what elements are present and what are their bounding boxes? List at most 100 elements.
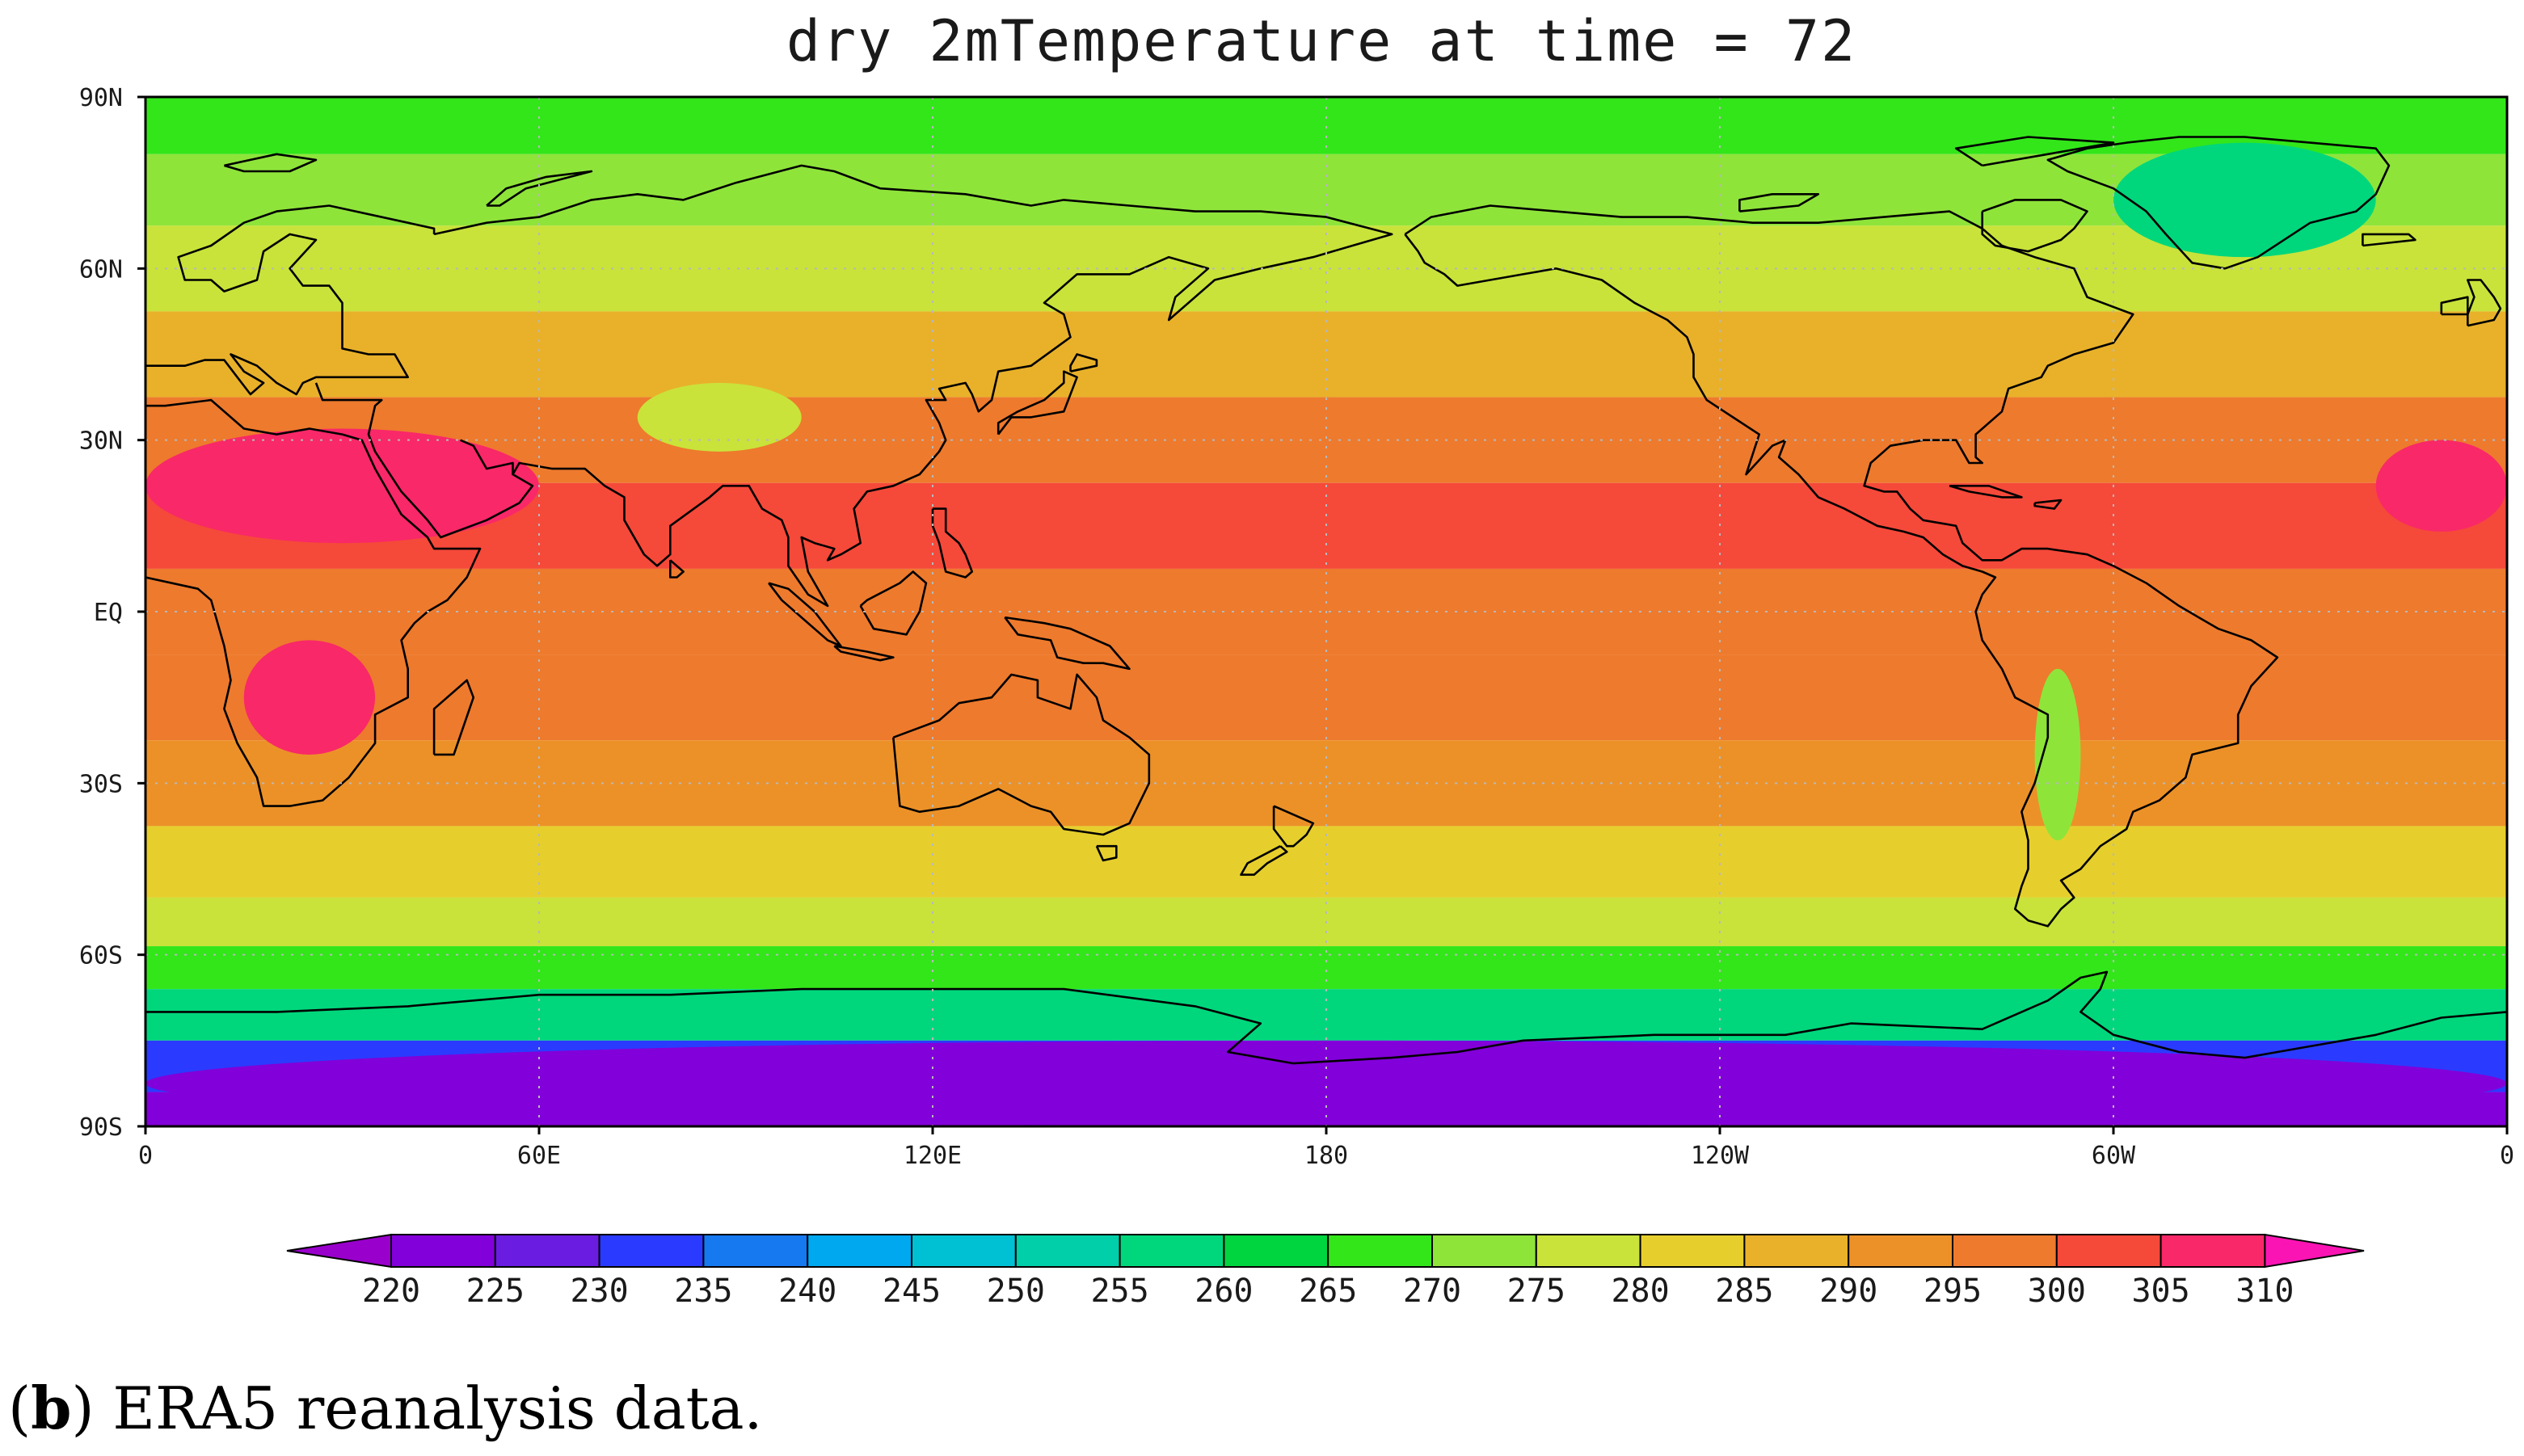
caption-text: ERA5 reanalysis data. (112, 1374, 763, 1442)
colorbar-label: 275 (1507, 1273, 1565, 1310)
colorbar-label: 290 (1819, 1273, 1877, 1310)
coastline (486, 170, 593, 207)
lon-tick-label: 0 (138, 1142, 153, 1170)
colorbar-label: 305 (2131, 1273, 2189, 1310)
colorbar-label: 235 (674, 1273, 732, 1310)
lat-tick-label: 60S (79, 942, 123, 970)
colorbar-label: 245 (883, 1273, 941, 1310)
temperature-band (145, 397, 2507, 483)
coastline (145, 398, 482, 807)
coastline (1004, 616, 1131, 671)
coastline (224, 153, 318, 173)
lat-tick-label: EQ (94, 599, 123, 627)
coastline (931, 507, 973, 579)
coastline (2440, 296, 2469, 316)
colorbar-label: 230 (570, 1273, 628, 1310)
colorbar-cell (702, 1234, 809, 1268)
coastline (1240, 845, 1288, 876)
lon-tick-label: 180 (1304, 1142, 1348, 1170)
colorbar-labels: 220 225 230 235 240 245 250 255 260 265 270 275 280 2… (362, 1273, 2294, 1310)
colorbar-cell (1119, 1234, 1225, 1268)
coastline (2046, 136, 2391, 270)
coastline (314, 164, 1393, 608)
coastline (432, 679, 475, 756)
lat-tick-label: 60N (79, 255, 123, 284)
colorbar-cell (807, 1234, 913, 1268)
colorbar-label: 255 (1090, 1273, 1148, 1310)
colorbar-min-arrow (286, 1233, 392, 1269)
colorbar-label: 300 (2028, 1273, 2086, 1310)
colorbar-label: 285 (1715, 1273, 1773, 1310)
temperature-region (145, 428, 539, 544)
temperature-band (145, 311, 2507, 398)
coastline (1095, 844, 1118, 862)
coastline (768, 582, 842, 647)
colorbar-cell (1639, 1234, 1746, 1268)
coastline (1949, 485, 2023, 499)
colorbar-cell (1535, 1234, 1641, 1268)
lon-tick-label: 0 (2500, 1142, 2514, 1170)
lat-tick-label: 30N (79, 427, 123, 456)
temperature-region (2034, 668, 2081, 841)
chart-title: dry 2mTemperature at time = 72 (786, 8, 1856, 74)
coastline (145, 970, 2507, 1065)
colorbar (286, 1233, 2365, 1269)
colorbar-label: 270 (1403, 1273, 1461, 1310)
colorbar-cell (494, 1234, 600, 1268)
colorbar-cell (1952, 1234, 2058, 1268)
coastline (2467, 279, 2502, 327)
coastline (1404, 204, 2279, 928)
coastline (2362, 233, 2417, 247)
gridlines (145, 97, 2507, 1126)
coastline (145, 204, 436, 396)
lat-tick-label: 90N (79, 84, 123, 112)
colorbar-label: 260 (1195, 1273, 1253, 1310)
colorbar-cell (1014, 1234, 1121, 1268)
lat-tick-label: 30S (79, 770, 123, 798)
lon-axis: 0 60E 120E 180 120W 60W 0 (138, 1126, 2514, 1170)
colorbar-label: 225 (466, 1273, 525, 1310)
colorbar-label: 310 (2235, 1273, 2294, 1310)
colorbar-cell (1743, 1234, 1850, 1268)
temperature-region (2375, 440, 2507, 532)
lat-tick-label: 90S (79, 1113, 123, 1142)
colorbar-label: 265 (1299, 1273, 1357, 1310)
colorbar-cell (1223, 1234, 1329, 1268)
colorbar-cell (911, 1234, 1017, 1268)
coastline (859, 570, 928, 636)
colorbar-cell (390, 1234, 496, 1268)
colorbar-label: 240 (778, 1273, 836, 1310)
lon-tick-label: 60W (2092, 1142, 2136, 1170)
temperature-region (145, 1040, 2507, 1126)
colorbar-cell (2055, 1234, 2162, 1268)
coastline (892, 673, 1151, 836)
temperature-band (145, 826, 2507, 898)
colorbar-label: 250 (987, 1273, 1045, 1310)
colorbar-cell (1431, 1234, 1537, 1268)
coastline (1069, 353, 1098, 372)
colorbar-cell (1327, 1234, 1433, 1268)
temperature-region (2113, 142, 2376, 258)
colorbar-label: 280 (1611, 1273, 1669, 1310)
temperature-band (145, 654, 2507, 741)
colorbar-label: 220 (362, 1273, 420, 1310)
lon-tick-label: 120E (904, 1142, 962, 1170)
colorbar-cell (598, 1234, 705, 1268)
coastline (997, 370, 1078, 436)
coastline (669, 559, 685, 579)
caption-label: b (31, 1374, 72, 1442)
figure-caption: (b) ERA5 reanalysis data. (8, 1374, 763, 1442)
temperature-band (145, 946, 2507, 990)
colorbar-max-arrow (2264, 1233, 2365, 1269)
coastline (460, 439, 514, 475)
temperature-region (637, 382, 802, 452)
colorbar-label: 295 (1924, 1273, 1982, 1310)
coastlines (145, 136, 2507, 1065)
coastline (2033, 499, 2063, 510)
lon-tick-label: 120W (1691, 1142, 1750, 1170)
temperature-region (243, 640, 376, 755)
colorbar-cell (2160, 1234, 2266, 1268)
lon-tick-label: 60E (517, 1142, 561, 1170)
coastline (1954, 136, 2115, 167)
